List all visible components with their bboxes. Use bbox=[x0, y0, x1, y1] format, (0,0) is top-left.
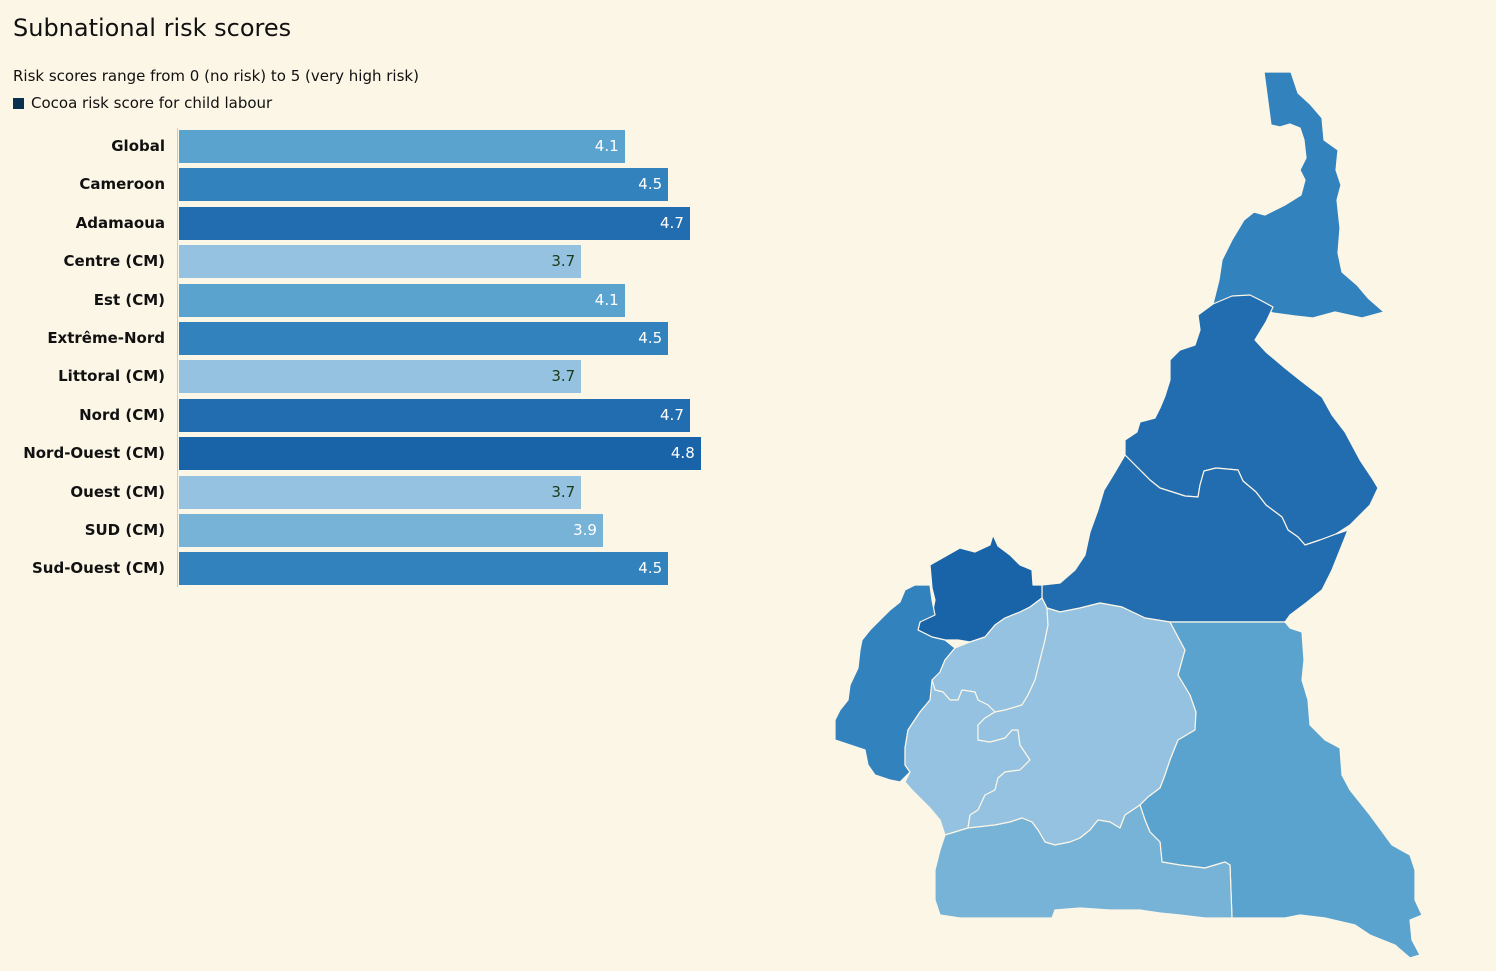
bar-row: SUD (CM) 3.9 bbox=[0, 514, 740, 547]
choropleth-map bbox=[834, 71, 1423, 959]
category-label: Nord-Ouest (CM) bbox=[23, 444, 165, 463]
bar-value-label: 4.1 bbox=[594, 137, 619, 155]
bar-value-label: 4.7 bbox=[660, 405, 684, 424]
bar[interactable]: 4.5 bbox=[179, 322, 669, 355]
bar-row: Nord (CM) 4.7 bbox=[0, 398, 740, 432]
bar-value-label: 4.7 bbox=[660, 213, 684, 232]
bar-value-label: 4.1 bbox=[594, 290, 619, 309]
chart-subtitle: Risk scores range from 0 (no risk) to 5 … bbox=[13, 67, 419, 85]
category-label: Littoral (CM) bbox=[58, 367, 165, 386]
bar-row: Cameroon 4.5 bbox=[0, 168, 740, 202]
bar-row: Sud-Ouest (CM) 4.5 bbox=[0, 552, 740, 586]
bar-value-label: 3.7 bbox=[551, 482, 576, 501]
chart-title: Subnational risk scores bbox=[13, 14, 292, 42]
legend-swatch-icon bbox=[13, 97, 24, 109]
category-label: Centre (CM) bbox=[63, 252, 165, 271]
category-label: Adamaoua bbox=[75, 213, 165, 232]
bar[interactable]: 3.7 bbox=[179, 360, 582, 394]
category-label: SUD (CM) bbox=[84, 521, 165, 539]
bar-row: Littoral (CM) 3.7 bbox=[0, 360, 740, 394]
category-label: Global bbox=[111, 137, 165, 155]
bar-value-label: 4.5 bbox=[638, 329, 663, 347]
bar[interactable]: 4.5 bbox=[179, 552, 669, 586]
bar-value-label: 3.9 bbox=[573, 521, 597, 539]
bar-row: Extrême-Nord 4.5 bbox=[0, 322, 740, 355]
map-region-adamaoua[interactable] bbox=[1041, 454, 1349, 623]
bar[interactable]: 4.7 bbox=[179, 206, 690, 240]
category-label: Ouest (CM) bbox=[70, 482, 165, 501]
bar[interactable]: 4.1 bbox=[179, 283, 625, 317]
category-label: Sud-Ouest (CM) bbox=[31, 559, 165, 578]
bar-row: Global 4.1 bbox=[0, 130, 740, 163]
bar-row: Nord-Ouest (CM) 4.8 bbox=[0, 437, 740, 471]
bar-chart: Global 4.1 Cameroon 4.5 Adamaoua 4.7 Centre (C… bbox=[0, 0, 760, 600]
bar-row: Centre (CM) 3.7 bbox=[0, 245, 740, 279]
bar-row: Ouest (CM) 3.7 bbox=[0, 475, 740, 509]
bar[interactable]: 4.1 bbox=[179, 130, 625, 163]
bar-row: Est (CM) 4.1 bbox=[0, 283, 740, 317]
legend-label: Cocoa risk score for child labour bbox=[31, 94, 273, 112]
category-label: Est (CM) bbox=[93, 290, 165, 309]
bar-value-label: 4.5 bbox=[638, 559, 663, 578]
bar-value-label: 3.7 bbox=[551, 252, 576, 271]
category-label: Extrême-Nord bbox=[47, 329, 165, 347]
map-region-extreme-nord[interactable] bbox=[1212, 71, 1385, 319]
y-axis-line bbox=[177, 128, 178, 587]
category-label: Cameroon bbox=[79, 175, 165, 194]
bar-value-label: 4.5 bbox=[638, 175, 663, 194]
bar-value-label: 3.7 bbox=[551, 367, 576, 386]
bar-value-label: 4.8 bbox=[670, 444, 695, 463]
bar[interactable]: 4.5 bbox=[179, 168, 669, 202]
map-region-sud[interactable] bbox=[934, 804, 1233, 919]
map-region-sud-ouest[interactable] bbox=[834, 584, 956, 783]
bar[interactable]: 4.7 bbox=[179, 398, 690, 432]
bar[interactable]: 4.8 bbox=[179, 437, 701, 471]
bar[interactable]: 3.9 bbox=[179, 514, 603, 547]
legend[interactable]: Cocoa risk score for child labour bbox=[13, 94, 272, 112]
map-region-est[interactable] bbox=[1139, 621, 1423, 959]
bar[interactable]: 3.7 bbox=[179, 475, 582, 509]
bar[interactable]: 3.7 bbox=[179, 245, 582, 279]
bar-row: Adamaoua 4.7 bbox=[0, 206, 740, 240]
category-label: Nord (CM) bbox=[79, 405, 165, 424]
